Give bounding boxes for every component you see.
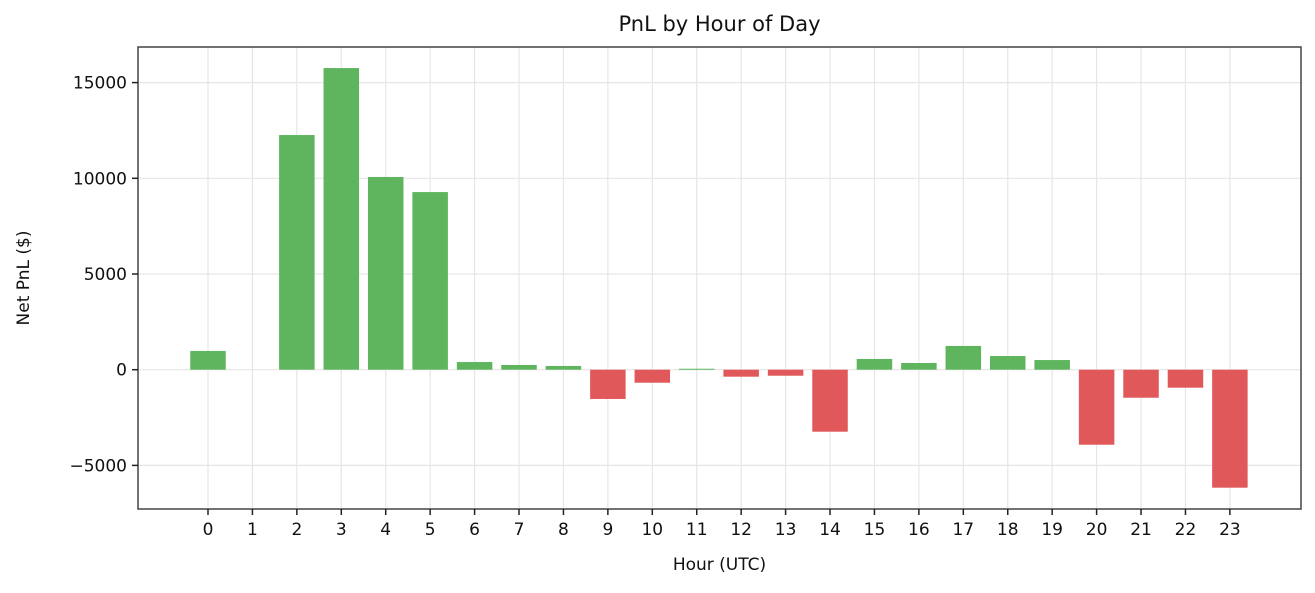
x-tick-label: 9	[602, 520, 613, 540]
bar-hour-20	[1078, 369, 1115, 445]
bar-hour-17	[945, 345, 982, 370]
bar-hour-22	[1167, 369, 1204, 388]
x-tick-label: 19	[1041, 520, 1063, 540]
bar-hour-2	[279, 135, 315, 370]
bar-hour-11	[678, 368, 715, 370]
y-tick-label: 0	[116, 361, 127, 381]
y-tick-label: 5000	[84, 265, 127, 285]
bar-hour-12	[723, 369, 759, 377]
bars	[190, 68, 1248, 488]
x-tick-label: 5	[425, 520, 436, 540]
x-tick-label: 21	[1130, 520, 1152, 540]
x-tick-label: 17	[952, 520, 974, 540]
x-tick-label: 1	[247, 520, 258, 540]
bar-hour-0	[190, 350, 226, 370]
x-tick-label: 8	[558, 520, 569, 540]
x-tick-label: 12	[730, 520, 752, 540]
y-tick-label: 10000	[73, 169, 127, 189]
bar-hour-7	[501, 365, 537, 370]
x-tick-label: 0	[203, 520, 214, 540]
bar-hour-3	[323, 68, 360, 370]
x-tick-label: 11	[686, 520, 708, 540]
bar-hour-8	[545, 365, 582, 370]
chart-title: PnL by Hour of Day	[618, 12, 821, 36]
x-tick-label: 20	[1086, 520, 1108, 540]
bar-hour-16	[901, 363, 937, 370]
x-tick-label: 3	[336, 520, 347, 540]
bar-hour-5	[412, 192, 448, 370]
x-tick-label: 22	[1175, 520, 1197, 540]
bar-hour-21	[1123, 369, 1159, 398]
axes-frame	[137, 46, 1302, 510]
x-tick-label: 23	[1219, 520, 1241, 540]
bar-hour-19	[1034, 360, 1070, 370]
bar-hour-15	[856, 358, 893, 370]
x-tick-label: 10	[641, 520, 663, 540]
bar-hour-14	[812, 369, 848, 432]
x-tick-label: 16	[908, 520, 930, 540]
x-tick-label: 18	[997, 520, 1019, 540]
x-axis-label: Hour (UTC)	[672, 555, 767, 575]
x-tick-label: 15	[864, 520, 886, 540]
x-tick-label: 2	[291, 520, 302, 540]
x-tick-label: 6	[469, 520, 480, 540]
y-axis-ticks: −5000 0 5000 10000 15000	[69, 74, 138, 476]
bar-hour-23	[1212, 369, 1248, 488]
bar-hour-9	[590, 369, 626, 399]
bar-hour-6	[456, 362, 493, 370]
y-tick-label: 15000	[73, 74, 127, 94]
x-tick-label: 14	[819, 520, 841, 540]
x-tick-label: 7	[514, 520, 525, 540]
bar-hour-18	[989, 356, 1026, 370]
bar-hour-4	[367, 176, 404, 370]
bar-hour-13	[767, 369, 804, 376]
grid	[138, 47, 1301, 509]
x-tick-label: 4	[380, 520, 391, 540]
y-tick-label: −5000	[69, 456, 127, 476]
x-tick-label: 13	[775, 520, 797, 540]
bar-hour-10	[634, 369, 671, 383]
x-axis-ticks: 0 1 2 3 4 5 6 7 8 9 10 11 12 13 14 15 16 17 18 19 20 21 22 23	[203, 509, 1241, 540]
